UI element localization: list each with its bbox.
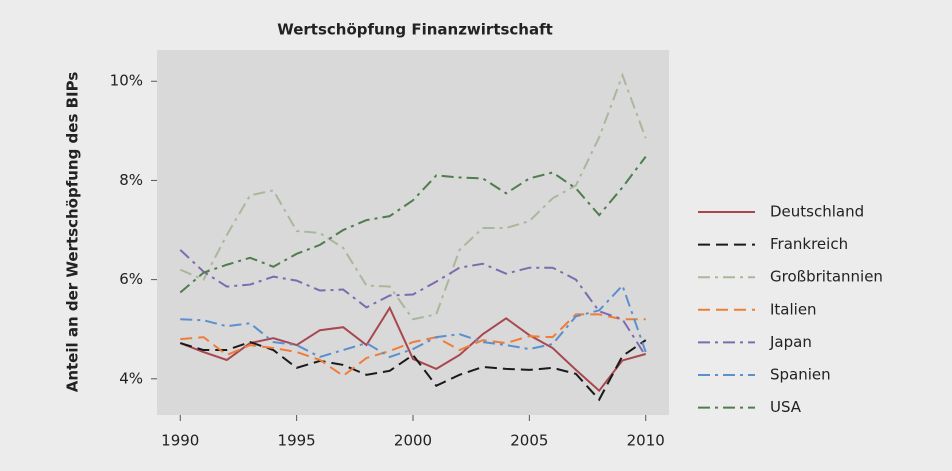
- legend-label: Frankreich: [770, 235, 848, 253]
- legend-label: Großbritannien: [770, 268, 883, 286]
- series-line: [179, 156, 647, 294]
- x-tick-label: 2000: [394, 432, 432, 450]
- legend-label: Italien: [770, 300, 817, 318]
- y-tick-label: 8%: [119, 171, 143, 189]
- series-line: [180, 313, 646, 378]
- series-line: [179, 339, 647, 402]
- y-tick-label: 6%: [119, 270, 143, 288]
- x-tick-label: 1990: [161, 432, 199, 450]
- x-tick-label: 2005: [510, 432, 548, 450]
- x-tick-label: 1995: [278, 432, 316, 450]
- y-axis-label: Anteil an der Wertschöpfung des BIPs: [64, 72, 82, 393]
- series-line: [179, 249, 647, 357]
- series-line: [179, 72, 647, 321]
- y-tick-label: 4%: [119, 369, 143, 387]
- chart-title: Wertschöpfung Finanzwirtschaft: [277, 21, 553, 39]
- legend-label: USA: [770, 398, 802, 416]
- legend-label: Deutschland: [770, 203, 864, 221]
- y-tick-label: 10%: [110, 72, 143, 90]
- legend-label: Spanien: [770, 366, 831, 384]
- plot-area: [157, 50, 669, 415]
- legend-label: Japan: [769, 333, 812, 351]
- series-line: [179, 305, 646, 393]
- series-line: [180, 283, 647, 359]
- x-tick-label: 2010: [627, 432, 665, 450]
